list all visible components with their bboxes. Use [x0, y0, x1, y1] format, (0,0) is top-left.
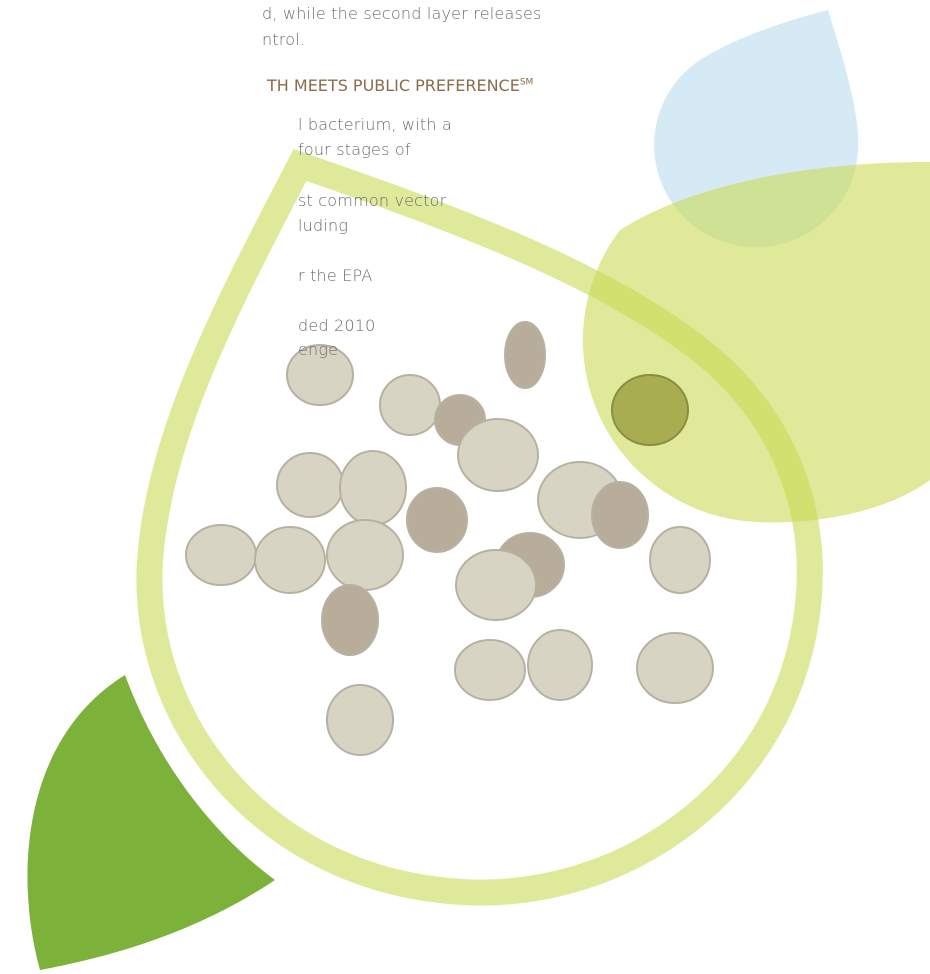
artwork	[0, 0, 930, 974]
body-line: d, while the second layer releases	[262, 4, 542, 23]
heading-text: TH MEETS PUBLIC PREFERENCE	[267, 76, 520, 95]
bullet-line: st common vector	[298, 191, 446, 210]
bullet-line: luding	[298, 216, 348, 235]
heading: TH MEETS PUBLIC PREFERENCESM	[267, 76, 533, 95]
bullet-line: l bacterium, with a	[298, 115, 452, 134]
bullet-line: four stages of	[298, 140, 411, 159]
tablet	[612, 375, 688, 445]
bullet-line: ded 2010	[298, 316, 376, 335]
body-line: ntrol.	[262, 30, 305, 49]
bullet-line: enge	[298, 340, 338, 359]
bullet-line: r the EPA	[298, 266, 373, 285]
page: d, while the second layer releases ntrol…	[0, 0, 930, 974]
service-mark: SM	[520, 78, 533, 88]
